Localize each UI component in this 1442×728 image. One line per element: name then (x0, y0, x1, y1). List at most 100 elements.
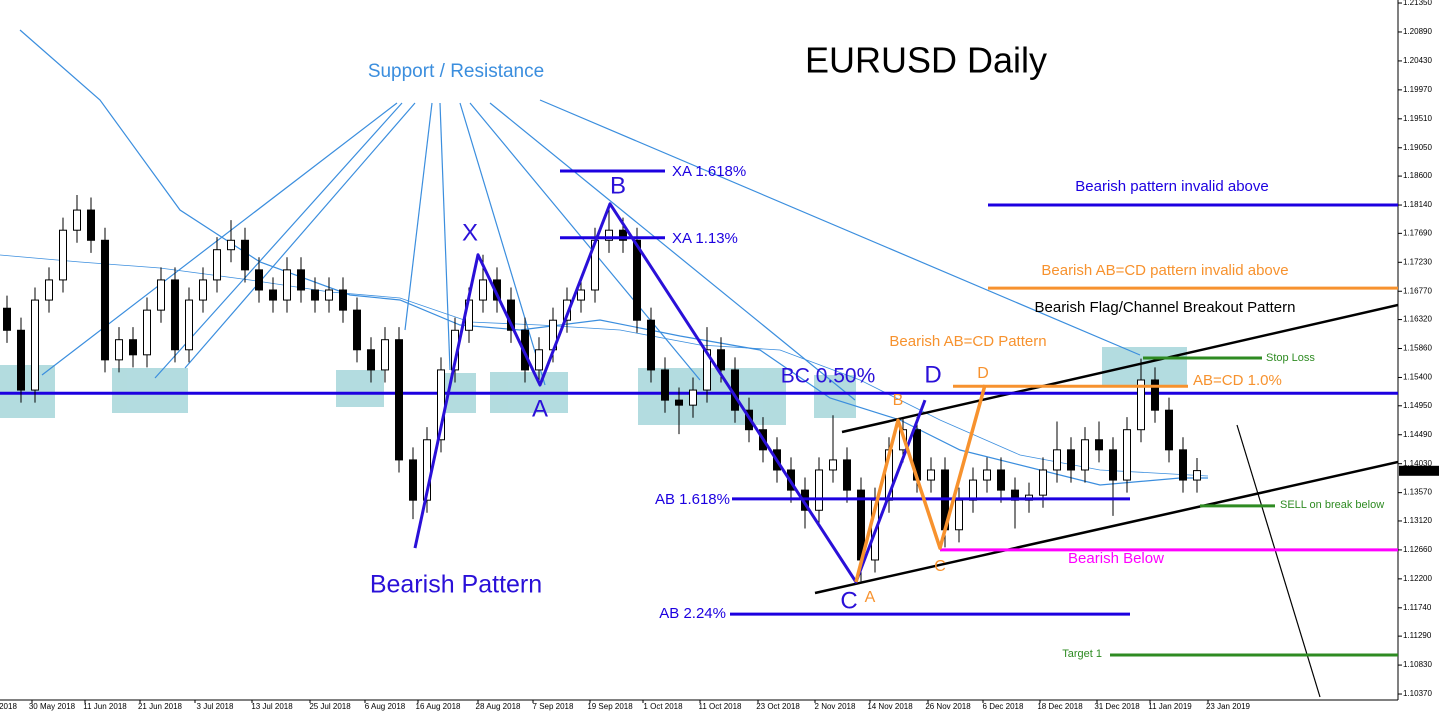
y-tick-label: 1.12660 (1403, 545, 1432, 554)
x-tick-label: 11 Jan 2019 (1148, 702, 1192, 711)
candle-body (59, 229, 67, 281)
x-tick-label: 11 Oct 2018 (699, 702, 743, 711)
y-tick-label: 1.20430 (1403, 56, 1432, 65)
candle-body (3, 307, 11, 331)
candle-body (829, 459, 837, 471)
candle-body (1123, 429, 1131, 481)
y-tick-label: 1.13570 (1403, 488, 1432, 497)
candle-body (815, 469, 823, 511)
candle-body (703, 349, 711, 391)
candle-body (479, 279, 487, 301)
candle-body (73, 209, 81, 231)
x-tick-label: 2 Nov 2018 (815, 702, 856, 711)
sr-line (404, 102, 433, 331)
last-price-label: 1.13917 (1402, 466, 1431, 475)
candle-body (325, 289, 333, 301)
y-tick-label: 1.19510 (1403, 114, 1432, 123)
candle-body (87, 209, 95, 241)
level-label: AB 1.618% (655, 491, 730, 508)
candle-body (675, 399, 683, 406)
candle-body (213, 249, 221, 281)
projection-line (1236, 424, 1321, 698)
candle-body (605, 229, 613, 241)
y-tick-label: 1.16320 (1403, 315, 1432, 324)
candle-body (115, 339, 123, 361)
y-tick-label: 1.14030 (1403, 459, 1432, 468)
last-price-box (1399, 465, 1439, 476)
y-tick-label: 1.10370 (1403, 689, 1432, 698)
x-tick-label: 18 Dec 2018 (1037, 702, 1083, 711)
candle-body (157, 279, 165, 311)
zone (0, 365, 55, 418)
x-tick-label: 14 Nov 2018 (867, 702, 913, 711)
channel-line (841, 303, 1399, 434)
abcd-path (854, 384, 987, 583)
annotation: Support / Resistance (368, 61, 544, 82)
axis: 1.21350 1.20890 1.20430 1.19970 1.19510 1.190… (0, 0, 1439, 711)
y-tick-label: 1.19050 (1403, 143, 1432, 152)
candle-body (31, 299, 39, 391)
pattern-point-label: X (462, 219, 478, 246)
candle-body (255, 269, 263, 291)
abcd-point-label: B (893, 392, 904, 409)
candle-body (45, 279, 53, 301)
candle-body (241, 239, 249, 271)
pattern-point-label: D (924, 361, 941, 388)
x-tick-label: 23 Oct 2018 (756, 702, 800, 711)
support-resistance-lines (0, 29, 1209, 486)
candle-body (1151, 379, 1159, 411)
candle-body (1053, 449, 1061, 471)
level-label: AB=CD 1.0% (1193, 372, 1282, 389)
candle-body (969, 479, 977, 501)
candle-body (381, 339, 389, 371)
sr-line (469, 102, 701, 381)
y-tick-label: 1.11290 (1403, 631, 1432, 640)
level-label: AB 2.24% (659, 605, 726, 622)
candle-body (1081, 439, 1089, 471)
candle-body (297, 269, 305, 291)
y-tick-label: 1.17690 (1403, 228, 1432, 237)
candle-body (143, 309, 151, 356)
x-tick-label: 21 Jun 2018 (138, 702, 183, 711)
zone (814, 375, 856, 418)
y-tick-label: 1.17230 (1403, 257, 1432, 266)
x-tick-label: 13 Jul 2018 (251, 702, 293, 711)
candle-body (1109, 449, 1117, 481)
x-tick-label: 19 Sep 2018 (587, 702, 633, 711)
annotation: Bearish AB=CD Pattern (889, 333, 1046, 350)
zone (112, 368, 188, 413)
candle-body (1039, 469, 1047, 496)
candle-body (339, 289, 347, 311)
x-tick-label: 11 Jun 2018 (83, 702, 127, 711)
pattern-point-label: B (610, 172, 626, 199)
moving-average (0, 254, 1209, 477)
candle-body (717, 349, 725, 371)
level-label: XA 1.618% (672, 163, 746, 180)
candle-body (1165, 409, 1173, 451)
y-tick-label: 1.21350 (1403, 0, 1432, 7)
x-tick-label: 3 Jul 2018 (197, 702, 234, 711)
candle-body (577, 289, 585, 301)
pattern-point-label: C (840, 587, 857, 614)
y-tick-label: 1.12200 (1403, 574, 1432, 583)
candle-body (1193, 470, 1201, 481)
x-tick-label: 31 Dec 2018 (1094, 702, 1140, 711)
candle-body (689, 389, 697, 406)
x-tick-label: 26 Nov 2018 (925, 702, 971, 711)
x-tick-label: 6 Aug 2018 (365, 702, 406, 711)
candle-body (353, 309, 361, 351)
y-tick-label: 1.18600 (1403, 171, 1432, 180)
y-tick-label: 1.15860 (1403, 344, 1432, 353)
channel (814, 303, 1399, 698)
zone (336, 370, 384, 407)
x-tick-label: 16 Aug 2018 (416, 702, 461, 711)
y-tick-label: 1.16770 (1403, 286, 1432, 295)
candle-body (409, 459, 417, 501)
level-label: Target 1 (1062, 648, 1102, 660)
candle-body (647, 319, 655, 371)
annotation: Bearish Flag/Channel Breakout Pattern (1035, 299, 1296, 316)
candle-body (535, 349, 543, 371)
y-tick-label: 1.19970 (1403, 85, 1432, 94)
annotation: Bearish Pattern (370, 571, 542, 599)
zone (638, 368, 786, 425)
